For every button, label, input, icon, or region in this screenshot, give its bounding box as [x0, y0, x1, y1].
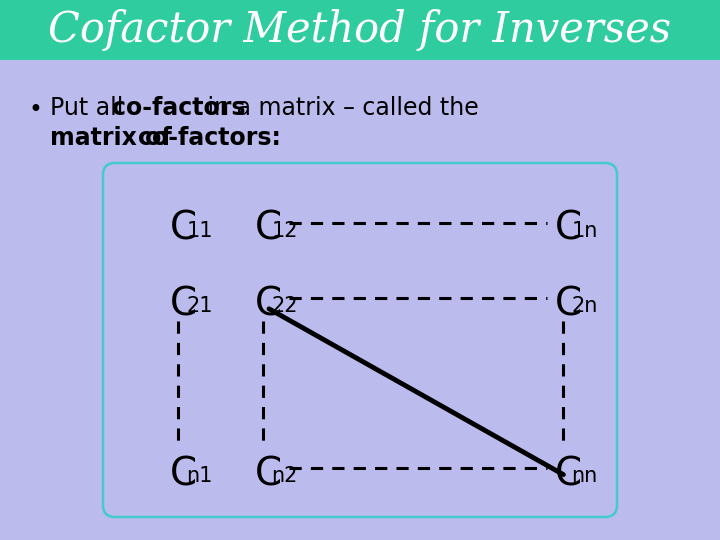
Text: 2n: 2n [571, 295, 598, 316]
Text: •: • [28, 98, 42, 122]
Text: C: C [170, 285, 197, 323]
Text: 1n: 1n [571, 221, 598, 241]
Text: co-factors: co-factors [112, 96, 246, 120]
Text: 11: 11 [186, 221, 212, 241]
Text: C: C [170, 210, 197, 248]
FancyBboxPatch shape [103, 163, 617, 517]
Text: C: C [255, 285, 282, 323]
Text: C: C [555, 455, 582, 493]
Text: C: C [555, 210, 582, 248]
FancyBboxPatch shape [0, 0, 720, 60]
Text: 21: 21 [186, 295, 212, 316]
Text: Put all: Put all [50, 96, 131, 120]
Text: in a matrix – called the: in a matrix – called the [200, 96, 479, 120]
Text: C: C [170, 455, 197, 493]
Text: Cofactor Method for Inverses: Cofactor Method for Inverses [48, 9, 672, 51]
Text: nn: nn [571, 465, 598, 485]
Text: C: C [255, 455, 282, 493]
Text: 22: 22 [271, 295, 298, 316]
Text: C: C [255, 210, 282, 248]
Text: 12: 12 [271, 221, 298, 241]
Text: n2: n2 [271, 465, 297, 485]
Text: matrix of: matrix of [50, 126, 180, 150]
Text: C: C [555, 285, 582, 323]
Text: co-factors:: co-factors: [138, 126, 281, 150]
Text: n1: n1 [186, 465, 212, 485]
